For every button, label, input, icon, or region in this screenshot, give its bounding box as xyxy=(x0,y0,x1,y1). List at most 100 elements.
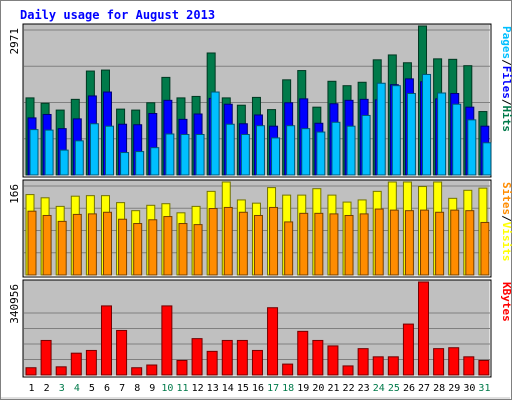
bar-pages-day-18 xyxy=(286,125,296,176)
bar-pages-day-30 xyxy=(467,119,477,176)
x-tick-label: 21 xyxy=(327,383,339,394)
bar-kbytes-day-26 xyxy=(402,323,414,376)
bar-pages-day-8 xyxy=(135,151,145,176)
bar-sites-day-14 xyxy=(223,206,233,276)
bar-kbytes-day-12 xyxy=(191,338,203,376)
bar-pages-day-28 xyxy=(437,92,447,176)
bar-pages-day-24 xyxy=(376,82,386,176)
x-tick-label: 8 xyxy=(134,383,140,394)
bar-kbytes-day-15 xyxy=(236,339,248,376)
bar-pages-day-1 xyxy=(29,129,39,176)
bar-kbytes-day-27 xyxy=(418,281,430,376)
y-max-label: 2971 xyxy=(8,28,21,55)
x-tick-label: 24 xyxy=(373,383,385,394)
bar-kbytes-day-7 xyxy=(116,329,128,376)
bar-sites-day-30 xyxy=(465,210,475,276)
bar-kbytes-day-10 xyxy=(161,305,173,376)
legend-entry: Hits xyxy=(500,106,512,133)
bar-sites-day-27 xyxy=(420,209,430,276)
x-tick-label: 27 xyxy=(418,383,430,394)
bar-kbytes-day-22 xyxy=(342,365,354,376)
bar-sites-day-26 xyxy=(404,210,414,276)
bar-sites-day-7 xyxy=(118,218,128,276)
x-tick-label: 17 xyxy=(267,383,279,394)
legend-entry: Files xyxy=(500,66,512,99)
bar-sites-day-20 xyxy=(314,212,324,276)
x-tick-label: 3 xyxy=(59,383,65,394)
bar-pages-day-13 xyxy=(210,91,220,176)
bar-sites-day-9 xyxy=(148,219,158,276)
bar-sites-day-24 xyxy=(374,208,384,276)
x-tick-label: 28 xyxy=(433,383,445,394)
bar-kbytes-day-24 xyxy=(372,356,384,376)
bar-kbytes-day-19 xyxy=(297,330,309,376)
x-tick-label: 1 xyxy=(29,383,35,394)
bar-sites-day-19 xyxy=(299,212,309,276)
x-tick-label: 9 xyxy=(149,383,155,394)
bar-pages-day-26 xyxy=(406,92,416,176)
bar-pages-day-27 xyxy=(422,73,432,176)
bar-sites-day-11 xyxy=(178,223,188,276)
bar-sites-day-31 xyxy=(480,221,490,276)
x-tick-label: 12 xyxy=(192,383,204,394)
bar-pages-day-21 xyxy=(331,121,341,176)
bar-kbytes-day-17 xyxy=(267,307,279,376)
bar-kbytes-day-16 xyxy=(251,349,263,376)
bar-sites-day-1 xyxy=(27,210,37,276)
legend-entry: / xyxy=(500,59,512,66)
legend-entry: / xyxy=(500,99,512,106)
legend-entry: KBytes xyxy=(500,282,512,322)
legend-entry: / xyxy=(500,215,512,222)
bar-pages-day-23 xyxy=(361,114,371,176)
bar-pages-day-2 xyxy=(44,129,54,176)
bar-kbytes-day-4 xyxy=(70,352,82,376)
bar-pages-day-16 xyxy=(255,125,265,176)
bar-sites-day-23 xyxy=(359,213,369,276)
x-tick-label: 29 xyxy=(448,383,460,394)
bar-sites-day-18 xyxy=(284,221,294,276)
bar-sites-day-3 xyxy=(57,220,67,276)
x-tick-label: 2 xyxy=(44,383,50,394)
bar-sites-day-28 xyxy=(435,211,445,276)
bar-pages-day-15 xyxy=(240,133,250,176)
bar-sites-day-15 xyxy=(238,211,248,276)
bar-pages-day-12 xyxy=(195,133,205,176)
bar-kbytes-day-21 xyxy=(327,345,339,376)
x-tick-label: 7 xyxy=(119,383,125,394)
bar-kbytes-day-30 xyxy=(463,356,475,376)
x-tick-label: 30 xyxy=(463,383,475,394)
x-tick-label: 16 xyxy=(252,383,264,394)
x-tick-label: 19 xyxy=(297,383,309,394)
bar-pages-day-11 xyxy=(180,133,190,176)
bar-kbytes-day-28 xyxy=(433,348,445,376)
bar-kbytes-day-31 xyxy=(478,359,490,376)
bar-kbytes-day-1 xyxy=(25,367,37,376)
bar-sites-day-13 xyxy=(208,208,218,276)
x-tick-label: 13 xyxy=(207,383,219,394)
bar-pages-day-5 xyxy=(89,123,99,176)
bar-sites-day-25 xyxy=(389,209,399,276)
bar-kbytes-day-6 xyxy=(100,305,112,376)
x-tick-label: 31 xyxy=(478,383,490,394)
legend-entry: Sites xyxy=(500,182,512,215)
x-tick-label: 14 xyxy=(222,383,234,394)
bar-kbytes-day-25 xyxy=(387,356,399,376)
legend-entry: Pages xyxy=(500,26,512,59)
bar-pages-day-31 xyxy=(482,142,492,176)
bar-sites-day-22 xyxy=(344,214,354,276)
bar-kbytes-day-2 xyxy=(40,339,52,376)
bar-sites-day-6 xyxy=(102,211,112,276)
bar-kbytes-day-8 xyxy=(131,367,143,376)
bar-sites-day-29 xyxy=(450,209,460,276)
x-tick-label: 6 xyxy=(104,383,110,394)
series-legend: Pages/Files/Hits xyxy=(500,26,512,132)
bar-pages-day-3 xyxy=(59,149,69,176)
bar-kbytes-day-29 xyxy=(448,347,460,376)
bar-sites-day-10 xyxy=(163,216,173,276)
chart-title: Daily usage for August 2013 xyxy=(20,8,215,22)
bar-pages-day-29 xyxy=(452,103,462,176)
x-tick-label: 18 xyxy=(282,383,294,394)
